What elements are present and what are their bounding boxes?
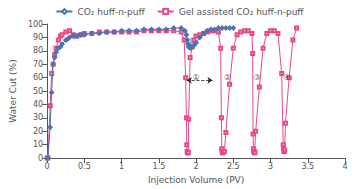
svg-text:3: 3 xyxy=(268,162,273,171)
svg-text:①: ① xyxy=(192,73,199,82)
svg-text:30: 30 xyxy=(33,113,43,122)
svg-text:2: 2 xyxy=(194,162,199,171)
svg-text:10: 10 xyxy=(33,140,43,149)
svg-text:Injection Volume (PV): Injection Volume (PV) xyxy=(148,175,244,185)
svg-text:1.5: 1.5 xyxy=(152,162,165,171)
svg-text:CO₂ huff-n-puff: CO₂ huff-n-puff xyxy=(77,7,145,17)
svg-text:70: 70 xyxy=(33,60,43,69)
svg-text:2.5: 2.5 xyxy=(227,162,240,171)
svg-text:①: ① xyxy=(187,37,194,46)
svg-text:90: 90 xyxy=(33,33,43,42)
svg-text:20: 20 xyxy=(33,127,43,136)
svg-text:②: ② xyxy=(224,73,231,82)
svg-text:Gel assisted CO₂ huff-n-puff: Gel assisted CO₂ huff-n-puff xyxy=(179,7,305,17)
svg-text:50: 50 xyxy=(33,87,43,96)
svg-text:0.5: 0.5 xyxy=(78,162,91,171)
svg-text:1: 1 xyxy=(119,162,124,171)
svg-text:80: 80 xyxy=(33,46,43,55)
svg-text:Water Cut (%): Water Cut (%) xyxy=(8,59,18,122)
svg-text:0: 0 xyxy=(45,162,50,171)
svg-text:100: 100 xyxy=(28,20,43,29)
svg-text:4: 4 xyxy=(342,162,347,171)
svg-text:③: ③ xyxy=(254,73,261,82)
svg-text:3.5: 3.5 xyxy=(301,162,314,171)
svg-text:60: 60 xyxy=(33,73,43,82)
svg-text:40: 40 xyxy=(33,100,43,109)
svg-text:④: ④ xyxy=(283,73,290,82)
svg-text:0: 0 xyxy=(38,154,43,163)
